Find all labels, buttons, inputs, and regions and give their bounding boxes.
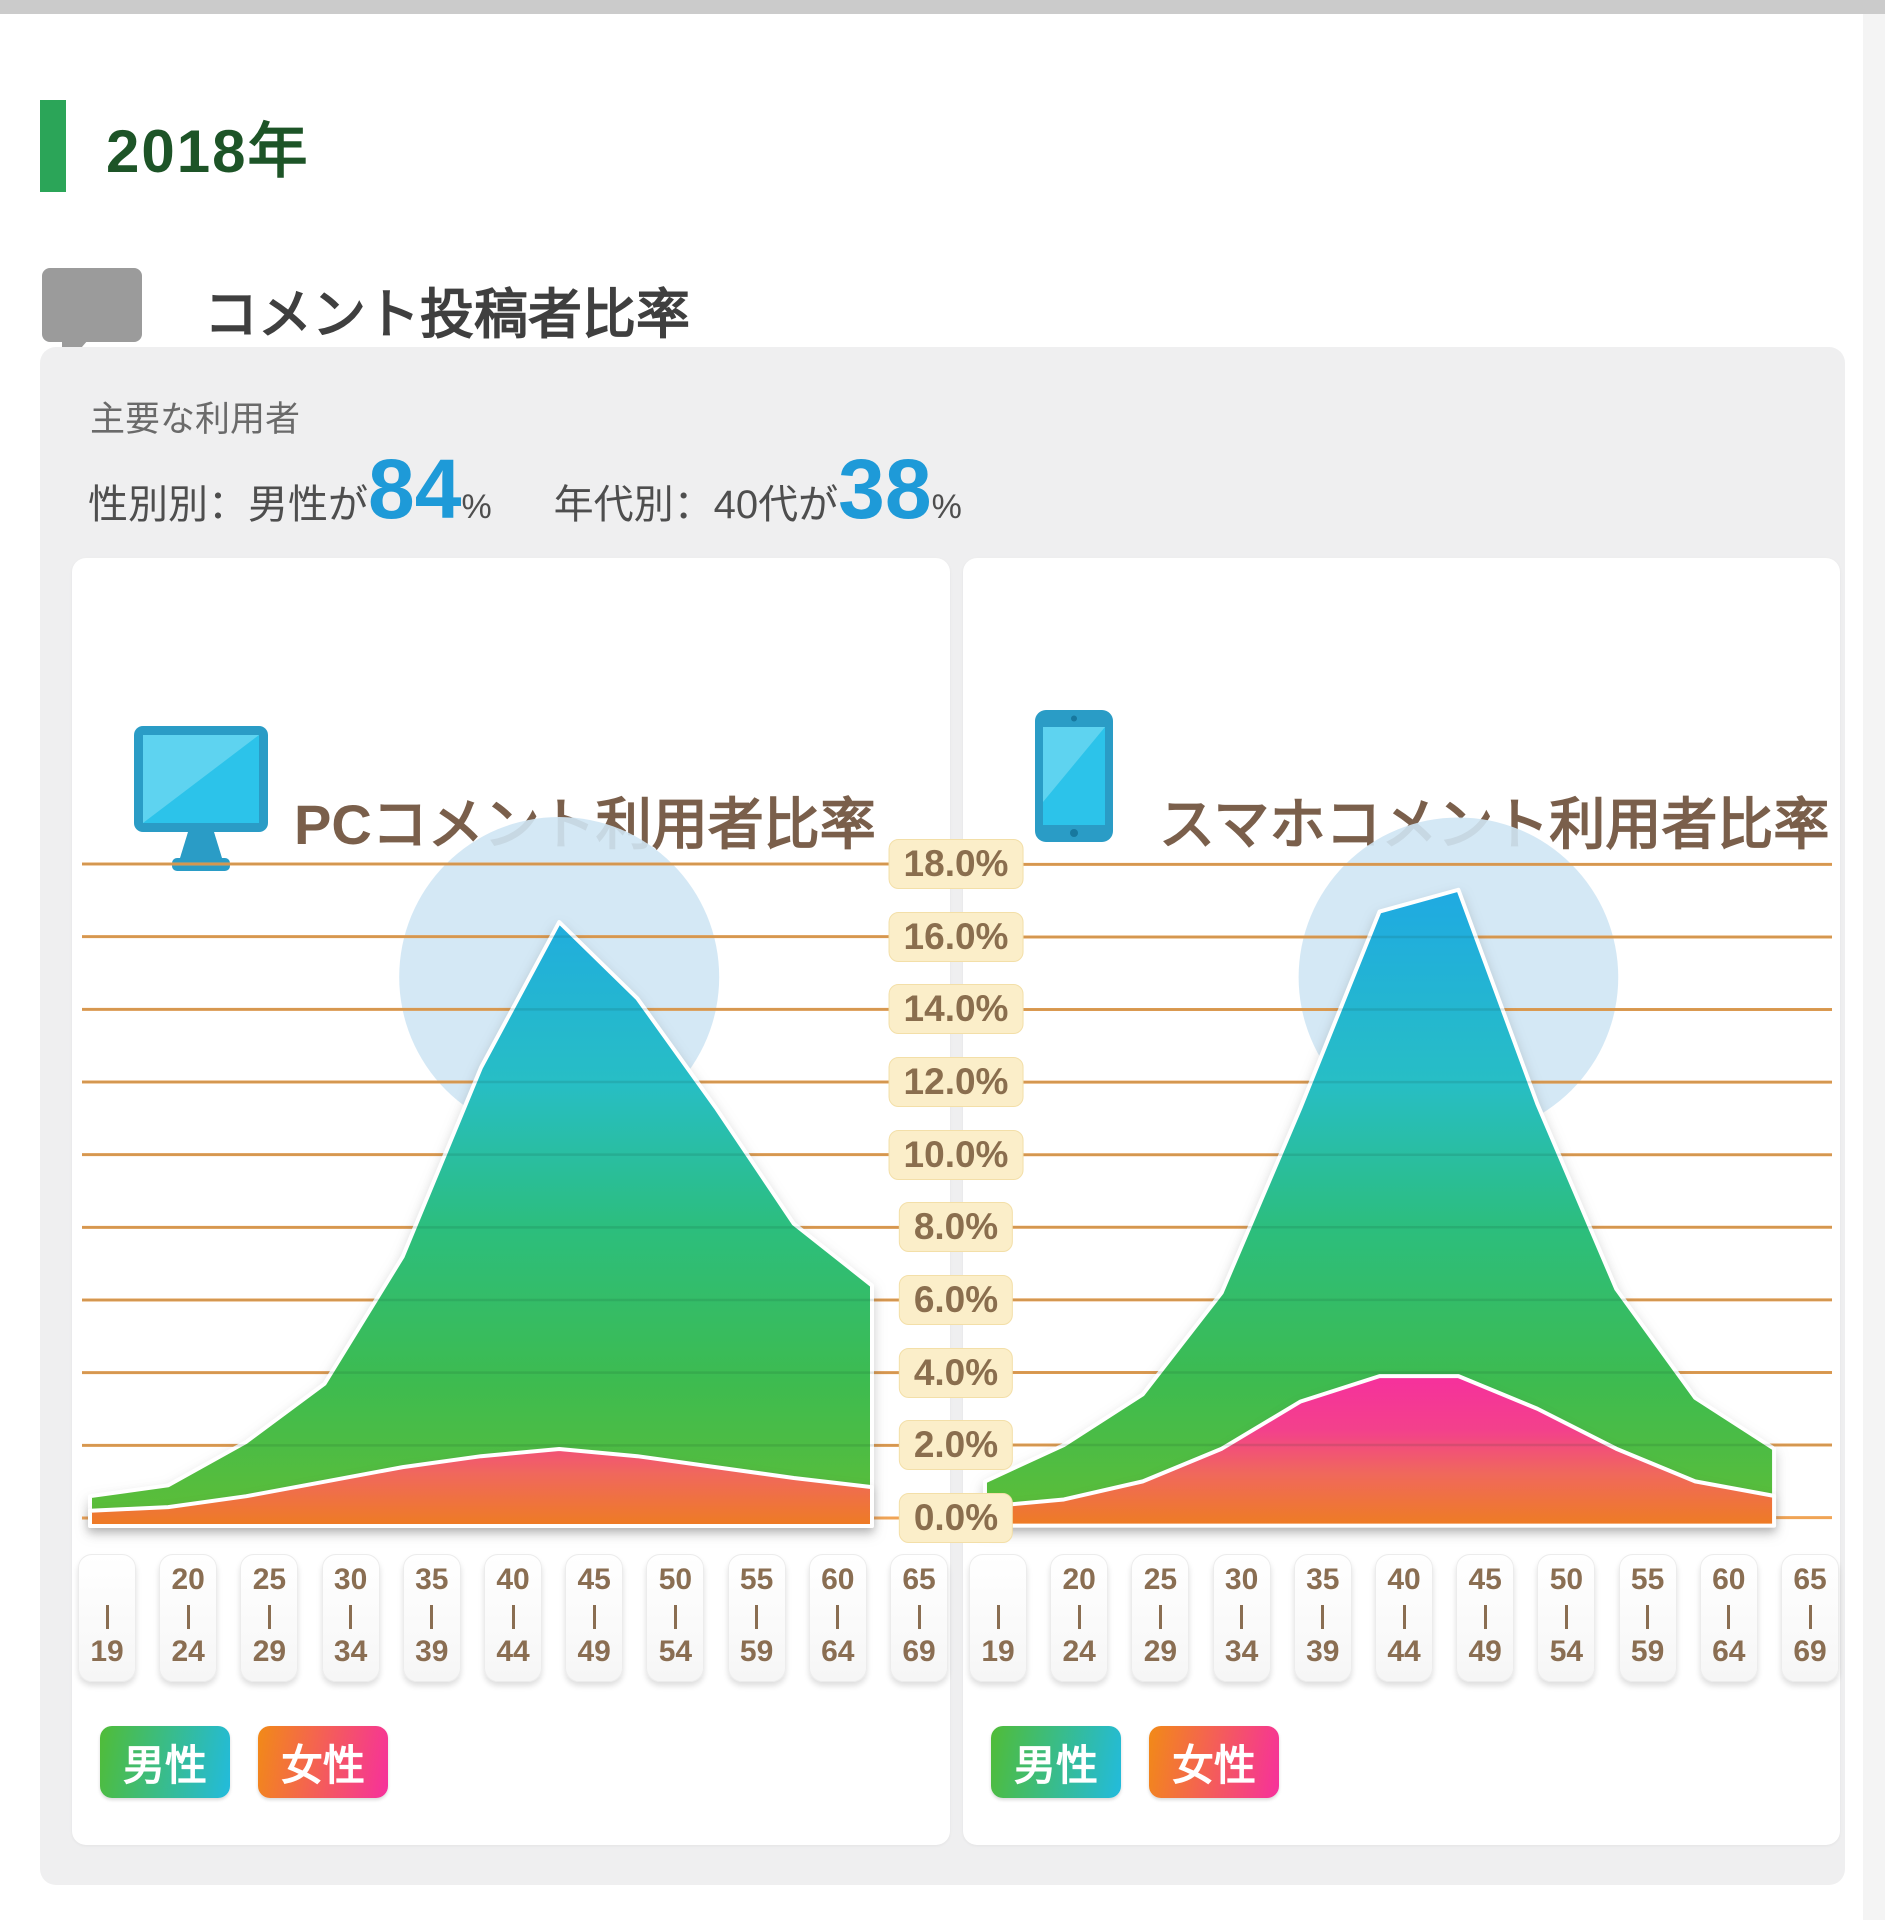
gender-stat-prefix: 性別別：男性が [88,483,368,527]
male-area-series [982,887,1777,1528]
area-chart-svg [82,817,940,1528]
area-chart-svg [974,817,1833,1528]
male-area-series [88,920,874,1528]
summary-stats: 性別別：男性が 84 % 年代別：40代が 38 % [88,447,962,531]
smartphone-chart-header: スマホコメント利用者比率 [963,558,1840,888]
scrollbar-track[interactable] [1863,14,1885,1920]
smartphone-icon [1035,710,1113,842]
age-stat-value: 38 [838,442,932,536]
section-title: コメント投稿者比率 [204,285,690,345]
summary-label: 主要な利用者 [90,400,301,439]
age-stat-unit: % [931,488,962,526]
comment-stats-card: 主要な利用者 性別別：男性が 84 % 年代別：40代が 38 % PCコメント… [40,347,1845,1885]
pc-monitor-icon [134,726,268,871]
green-accent-bar [40,100,66,192]
speech-bubble-icon [42,268,142,342]
legend-female-badge: 女性 [258,1726,388,1798]
age-stat-prefix: 年代別：40代が [553,483,839,527]
legend-male-badge: 男性 [991,1726,1121,1798]
female-area-series [88,1447,874,1528]
female-area-series [982,1374,1777,1528]
smartphone-chart-legend: 男性 女性 [991,1726,1279,1798]
pc-chart-legend: 男性 女性 [100,1726,388,1798]
gender-stat-value: 84 [368,442,462,536]
gender-stat-unit: % [461,488,492,526]
smartphone-chart-panel: スマホコメント利用者比率 192024252930343539404445495… [963,558,1840,1845]
year-heading-row: 2018年 [40,100,309,192]
year-title: 2018年 [106,117,310,185]
top-border-strip [0,0,1885,14]
legend-female-badge: 女性 [1149,1726,1279,1798]
legend-male-badge: 男性 [100,1726,230,1798]
pc-chart-panel: PCコメント利用者比率 1920242529303435394044454950… [72,558,950,1845]
